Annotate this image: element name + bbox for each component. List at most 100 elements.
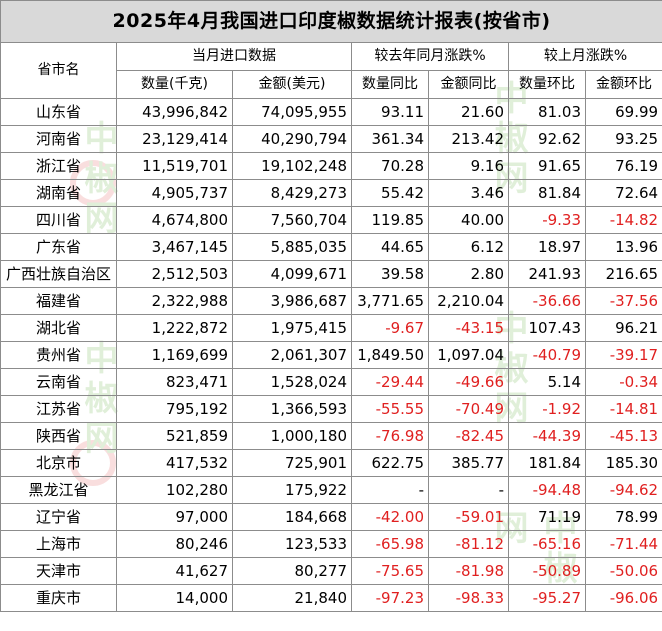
amount-yoy-cell: 2,210.04 (428, 287, 509, 315)
amount-mom-cell: -71.44 (584, 530, 662, 558)
table-row: 河南省 23,129,414 40,290,794 361.34 213.42 92.62… (0, 125, 662, 153)
qty-yoy-cell: 44.65 (351, 233, 429, 261)
amount-cell: 74,095,955 (232, 98, 352, 126)
amount-cell: 4,099,671 (232, 260, 352, 288)
table-row: 广西壮族自治区 2,512,503 4,099,671 39.58 2.80 241.93… (0, 260, 662, 288)
qty-mom-cell: 107.43 (508, 314, 586, 342)
amount-mom-cell: 78.99 (584, 503, 662, 531)
amount-mom-cell: 72.64 (584, 179, 662, 207)
qty-mom-cell: -1.92 (508, 395, 586, 423)
qty-cell: 417,532 (116, 449, 233, 477)
amount-cell: 40,290,794 (232, 125, 352, 153)
amount-cell: 8,429,273 (232, 179, 352, 207)
amount-yoy-cell: 213.42 (428, 125, 509, 153)
qty-yoy-cell: -29.44 (351, 368, 429, 396)
province-cell: 江苏省 (0, 395, 117, 423)
amount-cell: 7,560,704 (232, 206, 352, 234)
qty-yoy-cell: -42.00 (351, 503, 429, 531)
qty-mom-cell: -36.66 (508, 287, 586, 315)
province-cell: 天津市 (0, 557, 117, 585)
qty-cell: 23,129,414 (116, 125, 233, 153)
table-row: 重庆市 14,000 21,840 -97.23 -98.33 -95.27 -96.06 (0, 584, 662, 612)
amount-cell: 2,061,307 (232, 341, 352, 369)
qty-mom-cell: 81.03 (508, 98, 586, 126)
province-cell: 广东省 (0, 233, 117, 261)
amount-mom-cell: -14.81 (584, 395, 662, 423)
amount-cell: 1,975,415 (232, 314, 352, 342)
qty-yoy-cell: -97.23 (351, 584, 429, 612)
amount-yoy-cell: 40.00 (428, 206, 509, 234)
mom-header: 较上月涨跌% (507, 42, 662, 71)
amount-yoy-header: 金额同比 (428, 70, 509, 99)
qty-cell: 14,000 (116, 584, 233, 612)
amount-yoy-cell: 1,097.04 (428, 341, 509, 369)
qty-yoy-cell: -55.55 (351, 395, 429, 423)
table-row: 湖北省 1,222,872 1,975,415 -9.67 -43.15 107.43 96… (0, 314, 662, 342)
table-row: 福建省 2,322,988 3,986,687 3,771.65 2,210.04 -36… (0, 287, 662, 315)
table-row: 天津市 41,627 80,277 -75.65 -81.98 -50.89 -50.06 (0, 557, 662, 585)
province-cell: 湖南省 (0, 179, 117, 207)
qty-yoy-cell: 93.11 (351, 98, 429, 126)
qty-mom-cell: 92.62 (508, 125, 586, 153)
amount-mom-cell: -39.17 (584, 341, 662, 369)
qty-cell: 1,222,872 (116, 314, 233, 342)
amount-yoy-cell: -49.66 (428, 368, 509, 396)
province-cell: 四川省 (0, 206, 117, 234)
qty-mom-cell: 181.84 (508, 449, 586, 477)
qty-cell: 2,512,503 (116, 260, 233, 288)
amount-mom-cell: 216.65 (584, 260, 662, 288)
qty-mom-cell: -40.79 (508, 341, 586, 369)
column-header-row: 数量(千克) 金额(美元) 数量同比 金额同比 数量环比 金额环比 (1, 70, 662, 99)
amount-cell: 1,366,593 (232, 395, 352, 423)
table-row: 上海市 80,246 123,533 -65.98 -81.12 -65.16 -71.44 (0, 530, 662, 558)
table-row: 浙江省 11,519,701 19,102,248 70.28 9.16 91.65 76.… (0, 152, 662, 180)
amount-yoy-cell: 385.77 (428, 449, 509, 477)
qty-mom-cell: 91.65 (508, 152, 586, 180)
qty-yoy-cell: - (351, 476, 429, 504)
qty-mom-cell: 241.93 (508, 260, 586, 288)
qty-yoy-cell: 3,771.65 (351, 287, 429, 315)
province-cell: 湖北省 (0, 314, 117, 342)
qty-cell: 41,627 (116, 557, 233, 585)
amount-mom-header: 金额环比 (584, 70, 662, 99)
amount-yoy-cell: -81.98 (428, 557, 509, 585)
amount-cell: 21,840 (232, 584, 352, 612)
qty-cell: 823,471 (116, 368, 233, 396)
province-cell: 河南省 (0, 125, 117, 153)
qty-yoy-cell: -76.98 (351, 422, 429, 450)
qty-cell: 4,905,737 (116, 179, 233, 207)
qty-cell: 2,322,988 (116, 287, 233, 315)
province-cell: 黑龙江省 (0, 476, 117, 504)
qty-mom-cell: -50.89 (508, 557, 586, 585)
yoy-header: 较去年同月涨跌% (351, 42, 509, 71)
table-row: 辽宁省 97,000 184,668 -42.00 -59.01 71.19 78.99 (0, 503, 662, 531)
amount-mom-cell: -94.62 (584, 476, 662, 504)
qty-mom-cell: 81.84 (508, 179, 586, 207)
amount-yoy-cell: -81.12 (428, 530, 509, 558)
amount-mom-cell: 185.30 (584, 449, 662, 477)
title-row: 2025年4月我国进口印度椒数据统计报表(按省市) (0, 0, 662, 43)
qty-cell: 11,519,701 (116, 152, 233, 180)
qty-mom-cell: 71.19 (508, 503, 586, 531)
amount-mom-cell: 93.25 (584, 125, 662, 153)
table-row: 陕西省 521,859 1,000,180 -76.98 -82.45 -44.39 -45… (0, 422, 662, 450)
table-row: 云南省 823,471 1,528,024 -29.44 -49.66 5.14 -0.34 (0, 368, 662, 396)
qty-mom-cell: -44.39 (508, 422, 586, 450)
qty-mom-cell: -65.16 (508, 530, 586, 558)
amount-mom-cell: -45.13 (584, 422, 662, 450)
qty-yoy-cell: 70.28 (351, 152, 429, 180)
province-cell: 上海市 (0, 530, 117, 558)
qty-mom-cell: -95.27 (508, 584, 586, 612)
amount-mom-cell: -0.34 (584, 368, 662, 396)
amount-yoy-cell: 21.60 (428, 98, 509, 126)
province-cell: 福建省 (0, 287, 117, 315)
amount-mom-cell: 96.21 (584, 314, 662, 342)
province-cell: 山东省 (0, 98, 117, 126)
amount-cell: 725,901 (232, 449, 352, 477)
qty-yoy-cell: 119.85 (351, 206, 429, 234)
table-row: 山东省 43,996,842 74,095,955 93.11 21.60 81.03 69… (0, 98, 662, 126)
qty-cell: 80,246 (116, 530, 233, 558)
amount-cell: 175,922 (232, 476, 352, 504)
amount-cell: 80,277 (232, 557, 352, 585)
